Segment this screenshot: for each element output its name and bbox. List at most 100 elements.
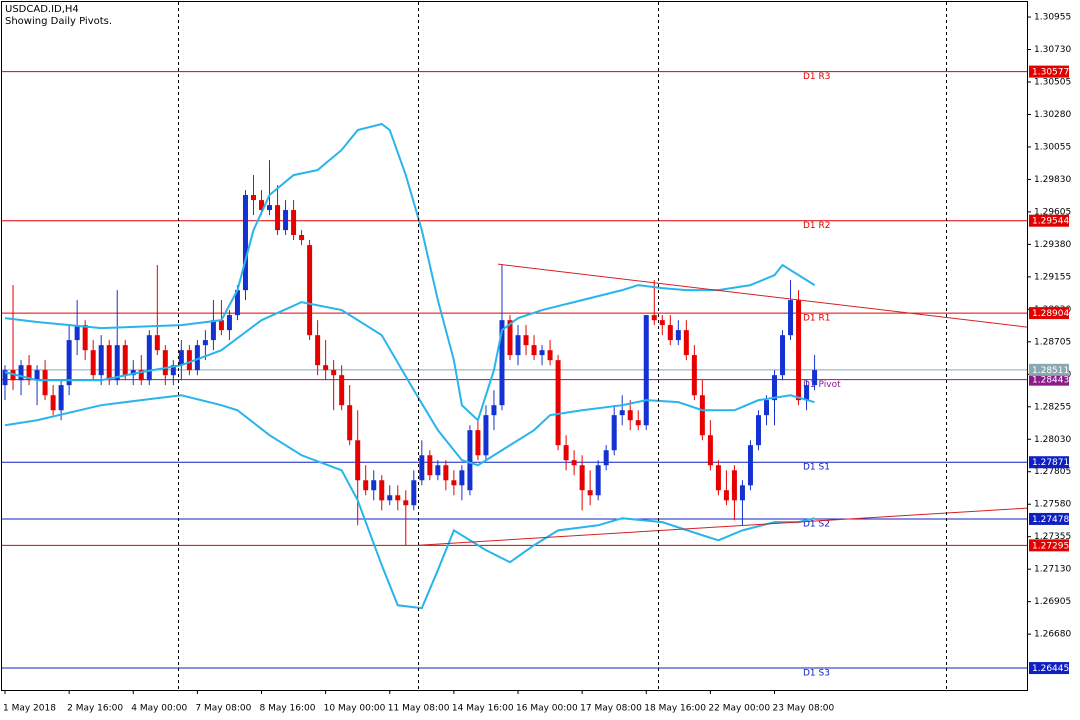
bollinger-band xyxy=(4,301,815,467)
candle-body xyxy=(611,415,617,451)
candle-body xyxy=(299,235,305,241)
candle-body xyxy=(66,340,72,386)
candle-body xyxy=(379,480,385,501)
candle-body xyxy=(403,500,409,506)
plot-layer: 1.30955 1.30730 1.30505 1.30280 1.30055 1.298… xyxy=(1,13,1071,714)
pivot-label: D1 R3 xyxy=(803,72,831,82)
y-tick-label: 1.29605 xyxy=(1034,207,1071,217)
price-tag xyxy=(1029,373,1069,386)
candle-body xyxy=(515,335,521,356)
y-tick-label: 1.30955 xyxy=(1034,13,1071,23)
candle-body xyxy=(371,480,377,491)
candle-body xyxy=(34,370,40,381)
y-tick-label: 1.28255 xyxy=(1034,402,1071,412)
candle-body xyxy=(491,405,497,416)
candle-body xyxy=(355,440,361,481)
x-tick-label: 16 May 00:00 xyxy=(516,704,578,714)
x-tick-label: 1 May 2018 xyxy=(3,704,56,714)
candle-body xyxy=(226,315,232,331)
candle-body xyxy=(387,495,393,501)
separators xyxy=(178,2,947,690)
candle-body xyxy=(796,300,802,401)
bollinger-band xyxy=(4,122,816,423)
trendline xyxy=(497,263,1028,328)
candle-body xyxy=(627,410,633,421)
candle-body xyxy=(202,340,208,346)
candle-body xyxy=(98,345,104,376)
price-tag xyxy=(1029,65,1069,78)
candle-body xyxy=(395,495,401,501)
candle-body xyxy=(603,450,609,466)
candle-body xyxy=(499,320,505,406)
x-tick-label: 4 May 00:00 xyxy=(131,704,187,714)
candle-body xyxy=(26,365,32,381)
y-tick-label: 1.28705 xyxy=(1034,337,1071,347)
candle-body xyxy=(571,460,577,466)
candle-body xyxy=(323,365,329,371)
candle-body xyxy=(411,480,417,506)
candle-body xyxy=(267,205,273,211)
candle-body xyxy=(459,470,465,486)
y-tick-label: 1.27355 xyxy=(1034,532,1071,542)
pivot-label: D1 S3 xyxy=(803,669,830,679)
y-tick-label: 1.30505 xyxy=(1034,77,1071,87)
candle-body xyxy=(146,335,152,381)
plot-frame xyxy=(1,1,1028,691)
x-tick-label: 22 May 00:00 xyxy=(708,704,770,714)
candle-body xyxy=(58,385,64,411)
pivot-label: D1 R1 xyxy=(803,314,831,324)
price-tag-label: 1.27478 xyxy=(1032,515,1069,525)
candle-body xyxy=(170,365,176,376)
candle-body xyxy=(427,455,433,476)
x-tick-label: 8 May 16:00 xyxy=(260,704,316,714)
candle-body xyxy=(275,205,281,231)
candle-body xyxy=(347,405,353,441)
price-tag-label: 1.26445 xyxy=(1032,664,1069,674)
pivot-label: D1 Pivot xyxy=(803,380,841,390)
candle-body xyxy=(291,210,297,236)
price-tag xyxy=(1029,363,1069,376)
candle-body xyxy=(739,485,745,501)
candle-body xyxy=(683,330,689,356)
price-tag xyxy=(1029,512,1069,525)
price-tag-label: 1.29544 xyxy=(1032,217,1069,227)
candle-body xyxy=(315,335,321,366)
candle-body xyxy=(547,350,553,361)
candle-body xyxy=(363,480,369,491)
candle-body xyxy=(419,455,425,481)
candle-body xyxy=(731,470,737,501)
candle-body xyxy=(443,465,449,481)
y-tick-label: 1.30730 xyxy=(1034,45,1071,55)
candle-body xyxy=(130,370,136,376)
price-tag-label: 1.27871 xyxy=(1032,458,1069,468)
x-tick-label: 11 May 08:00 xyxy=(388,704,450,714)
candle-body xyxy=(812,370,818,386)
y-tick-label: 1.29830 xyxy=(1034,175,1071,185)
candle-body xyxy=(531,345,537,356)
candle-body xyxy=(788,300,794,336)
x-tick-label: 23 May 08:00 xyxy=(773,704,835,714)
candle-body xyxy=(691,355,697,396)
candle-body xyxy=(707,435,713,466)
price-tag xyxy=(1029,456,1069,469)
x-tick-label: 10 May 00:00 xyxy=(324,704,386,714)
candle-body xyxy=(523,335,529,346)
candle-body xyxy=(635,420,641,426)
price-tag-label: 1.30577 xyxy=(1032,68,1069,78)
candle-body xyxy=(539,350,545,356)
price-tag xyxy=(1029,539,1069,552)
y-tick-label: 1.27805 xyxy=(1034,467,1071,477)
chart-subtitle: Showing Daily Pivots. xyxy=(5,16,112,27)
price-tag-label: 1.27295 xyxy=(1032,541,1069,551)
candle-body xyxy=(780,335,786,376)
candle-body xyxy=(435,465,441,476)
candle-body xyxy=(763,400,769,416)
price-tag xyxy=(1029,662,1069,675)
pivot-label: D1 S1 xyxy=(803,463,830,473)
candle-body xyxy=(194,345,200,371)
candle-body xyxy=(42,370,48,396)
y-tick-label: 1.26905 xyxy=(1034,597,1071,607)
candle-body xyxy=(114,345,120,381)
candle-body xyxy=(619,410,625,416)
candle-body xyxy=(451,480,457,486)
